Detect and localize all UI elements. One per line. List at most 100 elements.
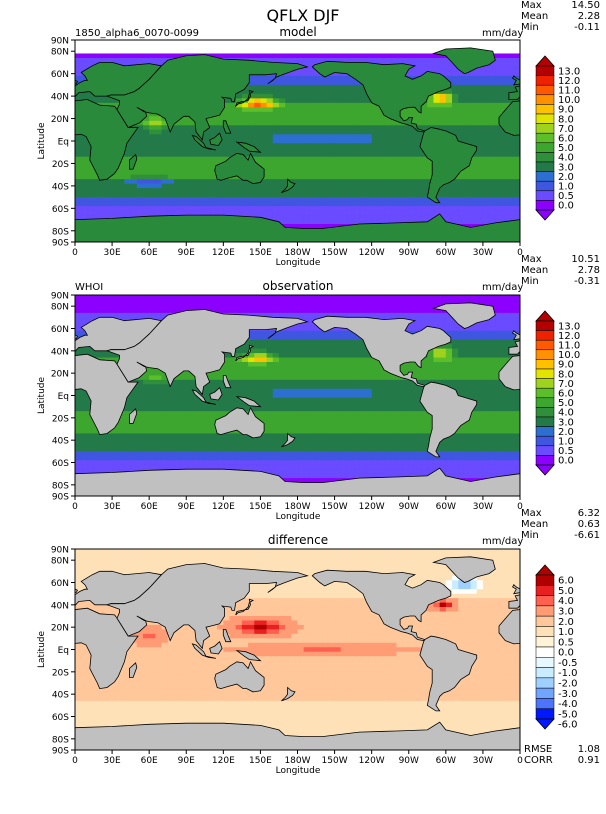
field-cell (365, 57, 373, 64)
field-cell (513, 308, 520, 314)
field-cell (297, 161, 305, 167)
field-cell (136, 183, 144, 189)
field-cell (377, 206, 385, 212)
field-cell (489, 295, 496, 301)
colorbar-swatch (535, 84, 555, 96)
field-cell (334, 93, 342, 99)
field-cell (180, 299, 187, 305)
field-cell (303, 321, 311, 327)
field-cell (260, 156, 268, 162)
field-cell (136, 174, 144, 180)
field-cell (260, 370, 268, 376)
field-cell (482, 165, 490, 171)
field-cell (316, 312, 323, 318)
field-cell (87, 201, 95, 207)
field-cell (75, 388, 82, 394)
colorbar-swatch (535, 161, 555, 172)
field-cell (210, 379, 218, 385)
field-cell (427, 357, 435, 363)
field-cell (495, 339, 503, 345)
colorbar-swatch (535, 200, 555, 211)
field-cell (439, 370, 447, 376)
land-uk-b (75, 79, 79, 85)
field-cell (476, 353, 484, 359)
field-cell (266, 375, 274, 381)
field-cell (316, 393, 323, 399)
field-cell (414, 53, 422, 59)
field-cell (371, 102, 379, 108)
field-cell (507, 206, 515, 212)
field-cell (118, 183, 126, 189)
field-cell (297, 48, 305, 55)
field-cell (340, 219, 348, 225)
field-cell (353, 138, 360, 144)
field-cell (507, 84, 515, 90)
field-cell (371, 40, 379, 46)
field-cell (458, 206, 465, 212)
field-cell (365, 161, 373, 167)
field-cell (75, 66, 82, 73)
field-cell (180, 375, 187, 381)
field-cell (458, 80, 465, 86)
field-cell (501, 353, 509, 359)
field-cell (309, 93, 317, 99)
field-cell (309, 183, 317, 189)
field-cell (458, 388, 465, 394)
field-cell (303, 80, 311, 86)
field-cell (124, 165, 132, 171)
field-cell (334, 174, 342, 180)
field-cell (396, 165, 404, 171)
field-cell (402, 111, 410, 117)
field-cell (371, 299, 379, 305)
field-cell (489, 388, 496, 394)
field-cell (427, 370, 435, 376)
field-cell (495, 299, 503, 305)
field-cell (421, 206, 428, 212)
field-cell (266, 379, 274, 385)
field-cell (75, 317, 82, 323)
field-cell (433, 93, 441, 99)
field-cell (346, 210, 354, 216)
field-cell (396, 388, 404, 394)
field-cell (322, 210, 329, 216)
field-cell (75, 393, 82, 399)
field-cell (353, 165, 360, 171)
field-cell (328, 102, 336, 108)
field-cell (81, 57, 88, 64)
field-cell (254, 188, 262, 194)
field-cell (322, 188, 329, 194)
field-cell (340, 192, 348, 198)
field-cell (180, 192, 187, 198)
field-cell (223, 206, 231, 212)
field-cell (155, 147, 163, 153)
field-cell (303, 152, 311, 158)
field-cell (297, 143, 305, 149)
field-cell (353, 312, 360, 318)
field-cell (278, 75, 286, 81)
field-cell (186, 201, 194, 207)
field-cell (365, 388, 373, 394)
field-cell (501, 143, 509, 149)
field-cell (297, 53, 305, 59)
field-cell (260, 138, 268, 144)
field-cell (272, 295, 280, 301)
field-cell (513, 303, 520, 309)
field-cell (458, 102, 465, 108)
field-cell (340, 143, 348, 149)
field-cell (328, 219, 336, 225)
field-cell (371, 295, 379, 301)
field-cell (328, 129, 336, 135)
field-cell (501, 170, 509, 176)
field-cell (489, 152, 496, 158)
colorbar-label: 12.0 (558, 76, 580, 87)
field-cell (210, 165, 218, 171)
field-cell (149, 379, 156, 385)
field-cell (235, 299, 243, 305)
field-cell (353, 44, 360, 50)
field-cell (408, 111, 416, 117)
field-cell (365, 111, 373, 117)
field-cell (334, 326, 342, 332)
field-cell (291, 152, 299, 158)
field-cell (359, 147, 367, 153)
field-cell (427, 66, 435, 73)
